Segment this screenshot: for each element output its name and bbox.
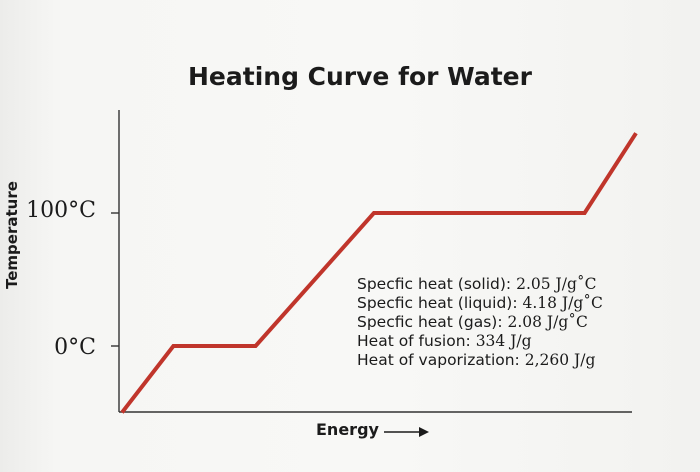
heating-curve-line: [120, 132, 638, 414]
annotation-heat-of-vaporization: Heat of vaporization: 2,260 J/g: [357, 351, 596, 369]
annotation-heat-of-fusion: Heat of fusion: 334 J/g: [357, 332, 532, 350]
annotation-block: Specfic heat (solid): 2.05 J/g˚C Specfic…: [357, 275, 687, 370]
right-arrow-icon: [384, 427, 429, 437]
y-tick-label-100: 100°C: [26, 198, 96, 223]
annotation-solid-heat: Specfic heat (solid): 2.05 J/g˚C: [357, 275, 597, 293]
annotation-gas-heat: Specfic heat (gas): 2.08 J/g˚C: [357, 313, 588, 331]
x-axis-label: Energy: [316, 420, 379, 439]
chart-title: Heating Curve for Water: [188, 62, 532, 91]
annotation-liquid-heat: Specfic heat (liquid): 4.18 J/g˚C: [357, 294, 603, 312]
y-tick-label-0: 0°C: [54, 335, 96, 360]
